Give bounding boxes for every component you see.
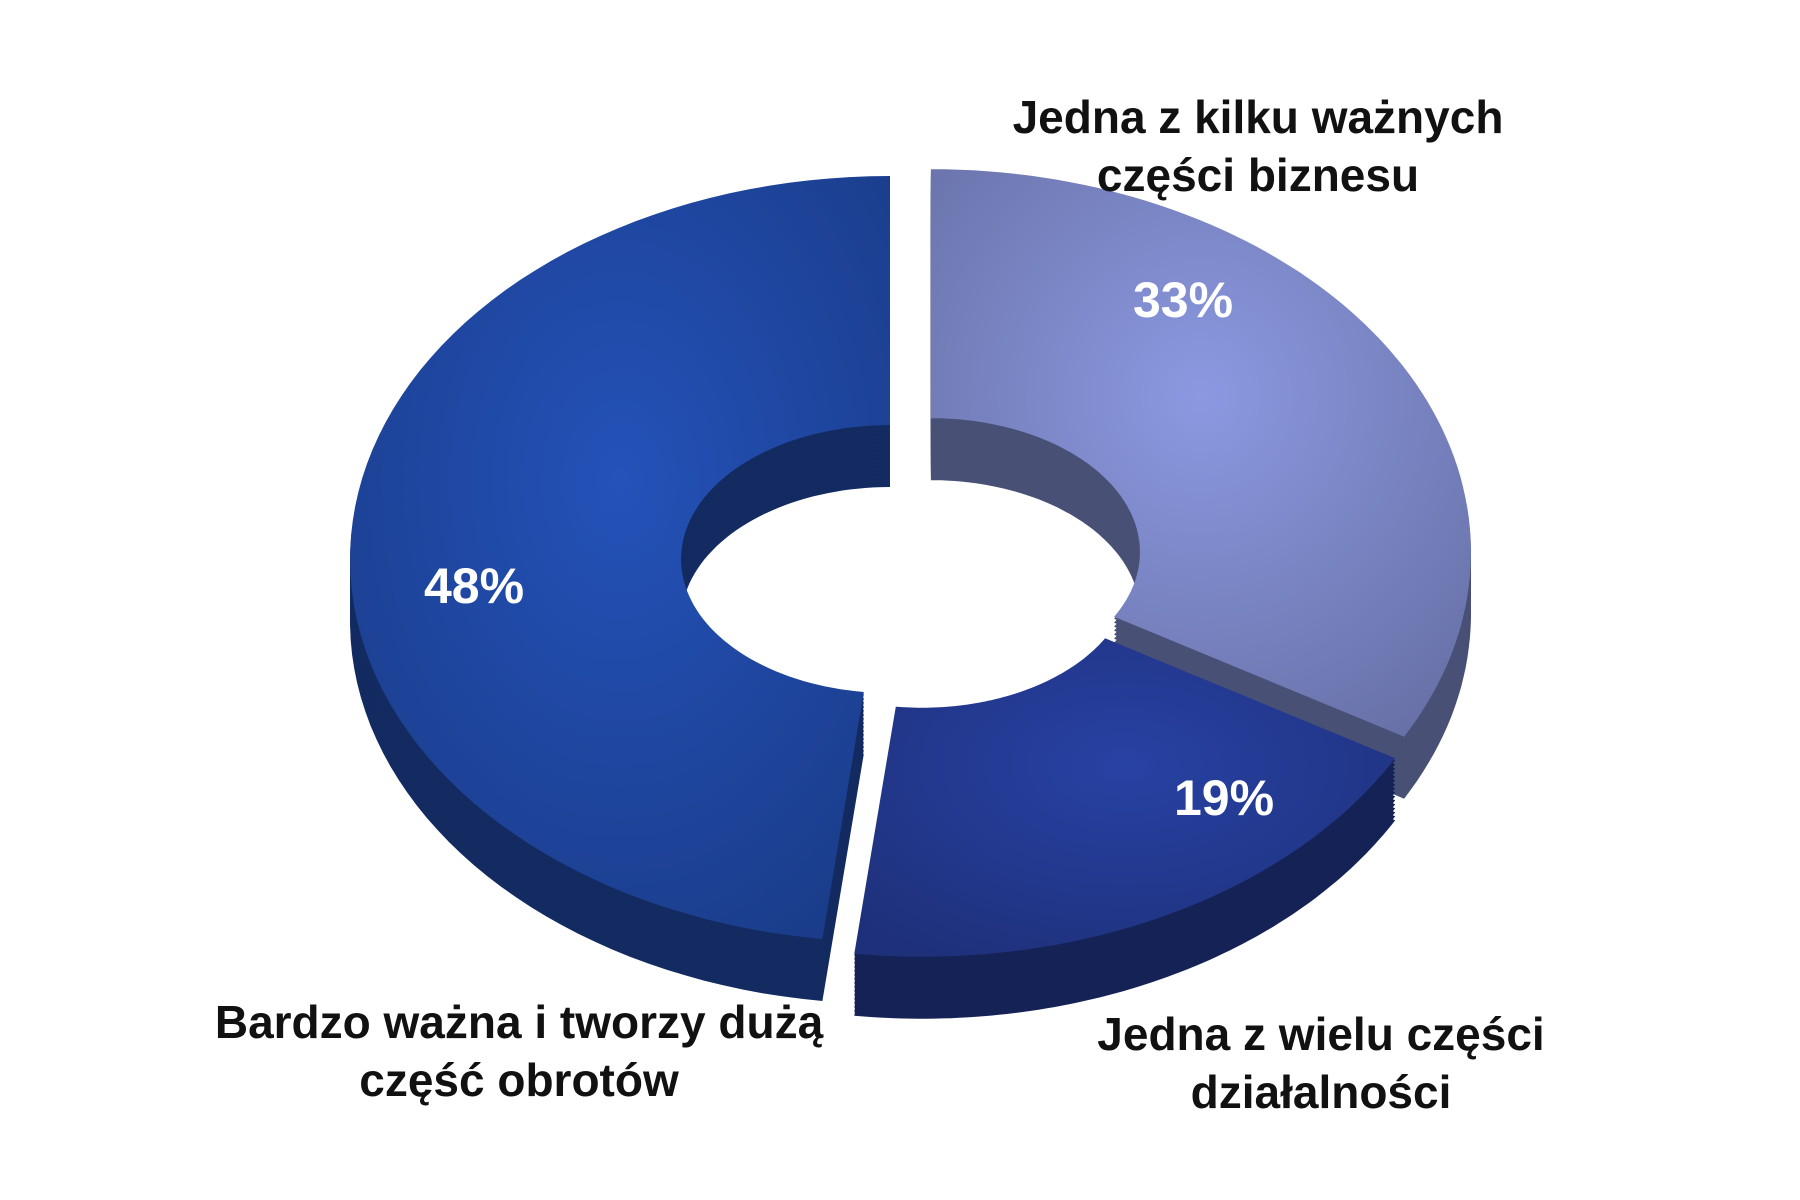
category-label: Jedna z kilku ważnych części biznesu [1012, 91, 1504, 201]
category-label: Jedna z wielu części działalności [1097, 1008, 1545, 1118]
category-label: Bardzo ważna i tworzy dużą część obrotów [214, 996, 824, 1106]
slice [930, 169, 1471, 737]
value-label: 19% [1174, 770, 1274, 826]
slice [350, 176, 891, 939]
slice [854, 638, 1396, 957]
value-label: 33% [1133, 272, 1233, 328]
value-label: 48% [424, 558, 524, 614]
